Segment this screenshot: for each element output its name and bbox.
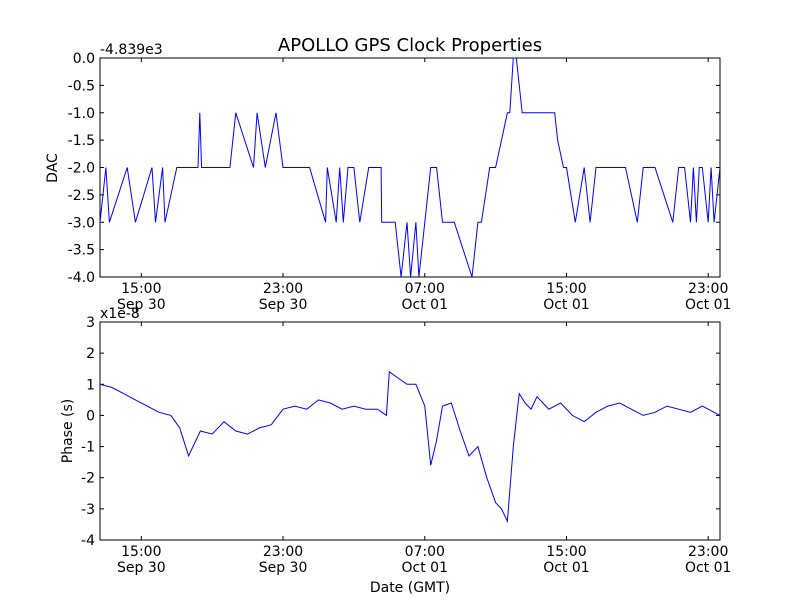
phase-series <box>99 370 721 524</box>
x-tick-date-label: Sep 30 <box>259 560 308 576</box>
x-tick-time-label: 23:00 <box>688 281 728 297</box>
x-tick-date-label: Oct 01 <box>685 560 731 576</box>
dac-subplot: -4.839e3 DAC 0.0 -0.5 -1.0 -1.5 -2.0 -2.5 -3.0… <box>45 42 731 313</box>
x-tick-date-label: Oct 01 <box>543 560 589 576</box>
y-tick-label: -3.5 <box>68 243 95 259</box>
phase-offset-text: x1e-8 <box>100 306 140 322</box>
x-tick-time-label: 15:00 <box>546 281 586 297</box>
dac-offset-text: -4.839e3 <box>100 42 163 58</box>
x-tick-time-label: 23:00 <box>263 544 303 560</box>
dac-y-ticks: 0.0 -0.5 -1.0 -1.5 -2.0 -2.5 -3.0 -3.5 -4.0 <box>68 51 720 286</box>
y-tick-label: -4.0 <box>68 270 95 286</box>
chart-title: APOLLO GPS Clock Properties <box>278 35 542 56</box>
phase-xlabel: Date (GMT) <box>370 580 450 596</box>
y-tick-label: -2 <box>81 471 95 487</box>
x-tick-date-label: Oct 01 <box>402 560 448 576</box>
phase-y-ticks: 3 2 1 0 -1 -2 -3 -4 <box>81 315 720 549</box>
x-tick-date-label: Sep 30 <box>117 560 166 576</box>
x-tick-time-label: 15:00 <box>121 544 161 560</box>
x-tick-time-label: 23:00 <box>688 544 728 560</box>
phase-plot-frame <box>99 321 721 541</box>
y-tick-label: -0.5 <box>68 78 95 94</box>
y-tick-label: -4 <box>81 533 95 549</box>
y-tick-label: 2 <box>86 346 95 362</box>
y-tick-label: 0.0 <box>73 51 95 67</box>
phase-ylabel: Phase (s) <box>60 399 76 463</box>
x-tick-date-label: Oct 01 <box>543 297 589 313</box>
y-tick-label: 0 <box>86 408 95 424</box>
x-tick-time-label: 07:00 <box>405 281 445 297</box>
x-tick-time-label: 07:00 <box>405 544 445 560</box>
y-tick-label: -3.0 <box>68 215 95 231</box>
x-tick-date-label: Oct 01 <box>685 297 731 313</box>
y-tick-label: -1 <box>81 440 95 456</box>
x-tick-date-label: Sep 30 <box>117 297 166 313</box>
y-tick-label: -3 <box>81 502 95 518</box>
dac-ylabel: DAC <box>45 153 61 183</box>
y-tick-label: -1.0 <box>68 106 95 122</box>
x-tick-time-label: 15:00 <box>546 544 586 560</box>
series-line <box>99 370 721 524</box>
y-tick-label: -2.5 <box>68 188 95 204</box>
y-tick-label: 1 <box>86 377 95 393</box>
series-line <box>99 57 721 278</box>
x-tick-time-label: 23:00 <box>263 281 303 297</box>
y-tick-label: 3 <box>86 315 95 331</box>
x-tick-date-label: Oct 01 <box>402 297 448 313</box>
y-tick-label: -2.0 <box>68 161 95 177</box>
dac-series <box>99 57 721 278</box>
y-tick-label: -1.5 <box>68 133 95 149</box>
x-tick-date-label: Sep 30 <box>259 297 308 313</box>
x-tick-time-label: 15:00 <box>121 281 161 297</box>
